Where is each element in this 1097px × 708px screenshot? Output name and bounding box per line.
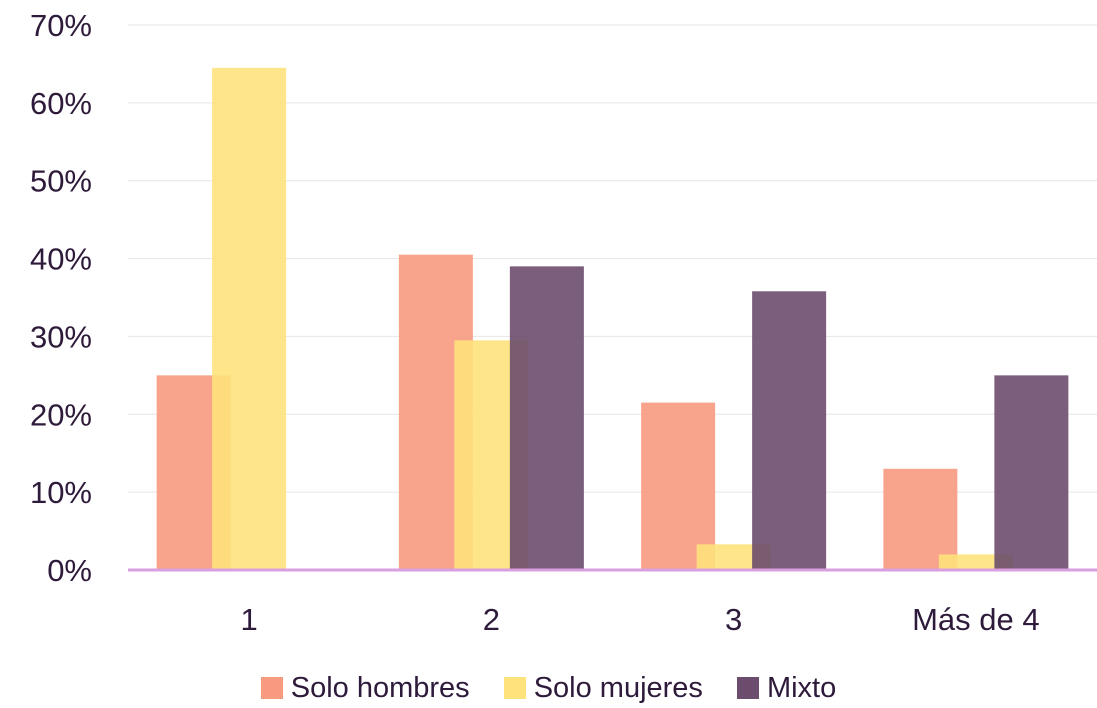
legend-item-solo-hombres: Solo hombres	[260, 671, 470, 705]
y-tick-label: 60%	[30, 86, 92, 121]
x-tick-label: 1	[241, 602, 258, 637]
y-tick-label: 70%	[30, 8, 92, 43]
legend-swatch	[736, 677, 759, 699]
legend-label: Solo mujeres	[533, 671, 703, 704]
y-tick-label: 50%	[30, 164, 92, 199]
y-tick-label: 0%	[47, 553, 92, 588]
bar-0-3	[883, 468, 958, 570]
y-tick-label: 10%	[30, 475, 92, 510]
legend-swatch	[503, 677, 526, 699]
bar-1-0	[212, 67, 287, 571]
bar-2-1	[509, 266, 584, 570]
bar-0-2	[641, 402, 716, 570]
chart-canvas: 0% 10% 20% 30% 40% 50% 60% 70% 1 2 3 Más de 4	[30, 8, 1097, 637]
bar-2-3	[994, 375, 1069, 570]
legend-swatch	[260, 677, 283, 699]
x-tick-label: 2	[483, 602, 500, 637]
legend-item-solo-mujeres: Solo mujeres	[503, 671, 703, 705]
x-tick-label: Más de 4	[912, 602, 1040, 637]
legend-label: Solo hombres	[290, 671, 470, 704]
y-tick-label: 20%	[30, 397, 92, 432]
bar-2-2	[752, 291, 827, 570]
y-tick-label: 30%	[30, 319, 92, 354]
legend-item-mixto: Mixto	[736, 671, 837, 705]
legend-label: Mixto	[766, 671, 837, 704]
y-tick-label: 40%	[30, 242, 92, 277]
chart-legend: Solo hombres Solo mujeres Mixto	[0, 668, 1097, 708]
x-tick-label: 3	[725, 602, 742, 637]
